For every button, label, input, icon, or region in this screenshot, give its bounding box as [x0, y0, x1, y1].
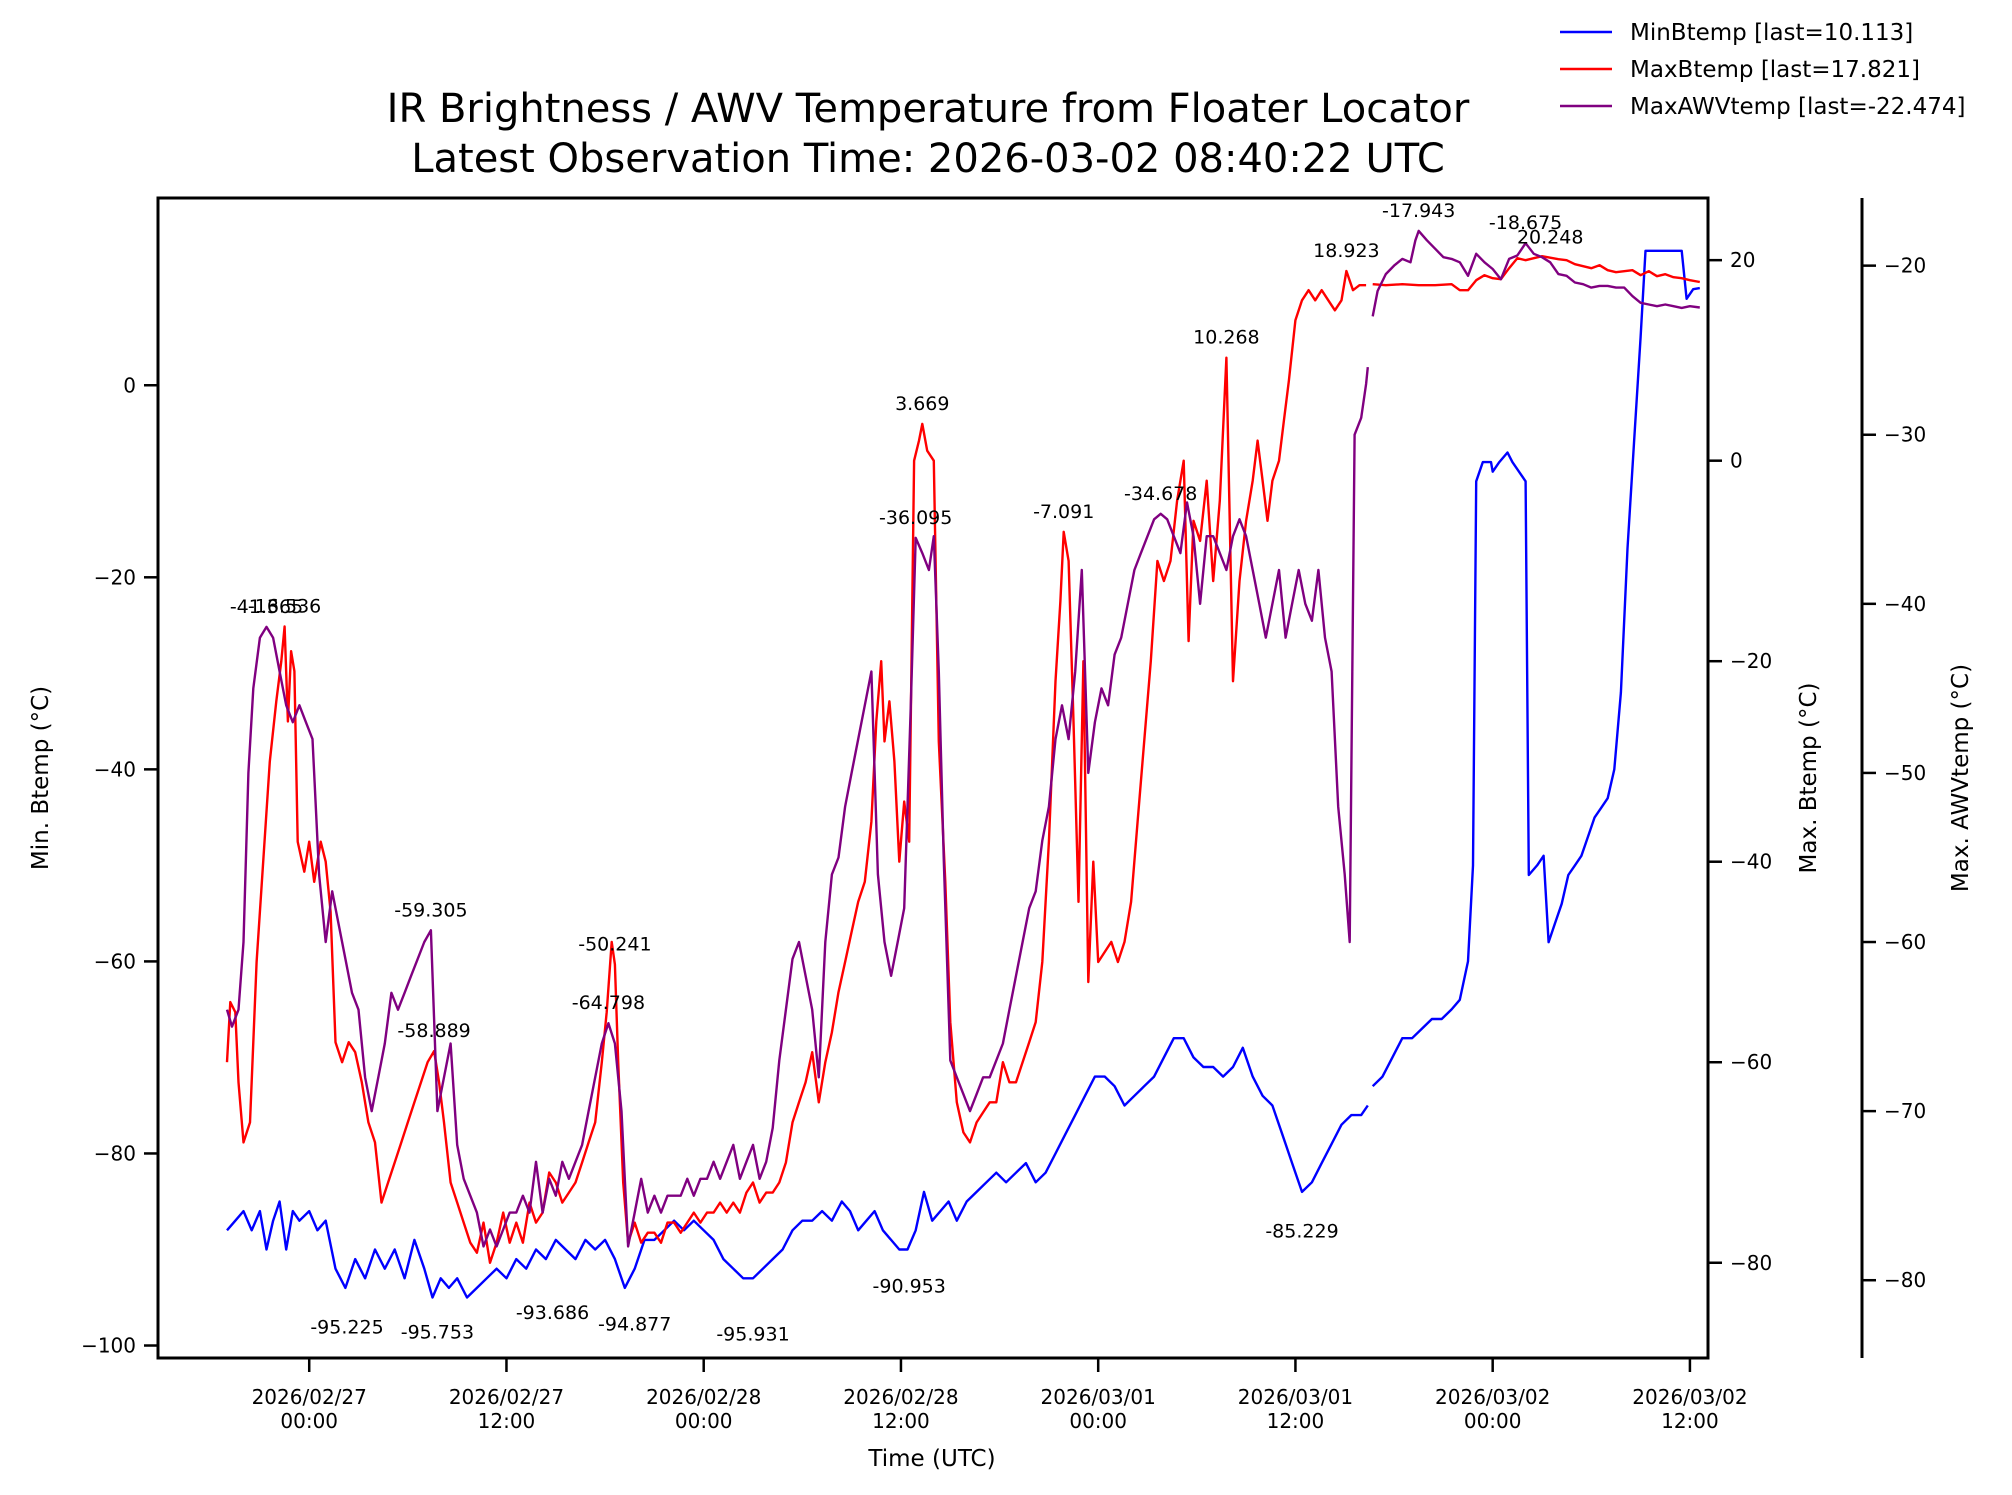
- x-tick-label-time: 00:00: [675, 1409, 733, 1433]
- y-tick-label-awv: −40: [1884, 592, 1926, 616]
- x-tick-label-time: 12:00: [478, 1409, 536, 1433]
- series-line-minbtemp-0: [226, 1036, 1369, 1299]
- x-tick-label-date: 2026/03/01: [1238, 1385, 1353, 1409]
- y-tick-label-max: −20: [1730, 649, 1772, 673]
- data-label-max: -50.241: [578, 933, 651, 955]
- x-tick-label-date: 2026/02/28: [843, 1385, 958, 1409]
- x-tick-label-time: 12:00: [1661, 1409, 1719, 1433]
- y-tick-label-awv: −60: [1884, 930, 1926, 954]
- y-tick-label-max: 20: [1730, 248, 1755, 272]
- x-tick-label-date: 2026/02/28: [646, 1385, 761, 1409]
- data-label-max: 10.268: [1193, 327, 1259, 349]
- data-label-awv: -64.798: [572, 992, 645, 1014]
- y-tick-label-awv: −30: [1884, 423, 1926, 447]
- legend-label-maxbtemp: MaxBtemp [last=17.821]: [1630, 57, 1920, 83]
- x-axis-label: Time (UTC): [867, 1446, 995, 1472]
- y-tick-label-awv: −20: [1884, 254, 1926, 278]
- y-tick-label-awv: −50: [1884, 761, 1926, 785]
- data-label-max: 20.248: [1517, 227, 1583, 249]
- y-axis-label-awv: Max. AWVtemp (°C): [1948, 664, 1974, 892]
- y-tick-label-max: −40: [1730, 850, 1772, 874]
- chart-subtitle: Latest Observation Time: 2026-03-02 08:4…: [411, 136, 1445, 182]
- x-axis-ticks: 2026/02/2700:002026/02/2712:002026/02/28…: [252, 1358, 1748, 1433]
- legend-label-maxawvtemp: MaxAWVtemp [last=-22.474]: [1630, 94, 1965, 120]
- y-axis-label-max: Max. Btemp (°C): [1796, 683, 1822, 874]
- data-label-min: -95.225: [310, 1317, 383, 1339]
- x-tick-label-date: 2026/02/27: [252, 1385, 367, 1409]
- y-tick-label-min: −60: [94, 949, 136, 973]
- x-tick-label-time: 12:00: [872, 1409, 930, 1433]
- y-tick-label-awv: −80: [1884, 1268, 1926, 1292]
- x-tick-label-time: 00:00: [280, 1409, 338, 1433]
- data-label-max: -58.889: [397, 1020, 470, 1042]
- series-line-maxbtemp-1: [1372, 255, 1701, 292]
- data-label-max: -16.536: [248, 596, 321, 618]
- y-tick-label-min: −80: [94, 1141, 136, 1165]
- data-label-min: -95.753: [401, 1322, 474, 1344]
- series-line-maxbtemp-0: [225, 269, 1367, 1265]
- series-line-minbtemp-1: [1371, 249, 1700, 1088]
- x-tick-label-time: 12:00: [1267, 1409, 1325, 1433]
- y-axis-label-min: Min. Btemp (°C): [28, 686, 54, 870]
- data-label-max: 18.923: [1313, 240, 1379, 262]
- x-tick-label-date: 2026/03/01: [1041, 1385, 1156, 1409]
- x-tick-label-time: 00:00: [1464, 1409, 1522, 1433]
- legend: MinBtemp [last=10.113] MaxBtemp [last=17…: [1560, 20, 1965, 120]
- x-tick-label-date: 2026/03/02: [1435, 1385, 1550, 1409]
- data-label-awv: -36.095: [879, 507, 952, 529]
- data-label-awv: -17.943: [1382, 200, 1455, 222]
- data-label-awv: -18.675: [1489, 212, 1562, 234]
- y-tick-label-min: −100: [81, 1334, 136, 1358]
- data-label-awv: -34.678: [1124, 483, 1197, 505]
- series-layer: [225, 229, 1701, 1299]
- legend-label-minbtemp: MinBtemp [last=10.113]: [1630, 20, 1913, 46]
- y-axis-ticks: 0 −20 −40 −60 −80 −100 20 0 −20 −40 −60 −80 −20 −30 −4…: [81, 248, 1926, 1357]
- y-tick-label-min: 0: [123, 373, 136, 397]
- data-label-max: -7.091: [1033, 501, 1094, 523]
- series-line-maxawvtemp-1: [1371, 229, 1700, 317]
- data-label-min: -90.953: [873, 1276, 946, 1298]
- data-label-max: 3.669: [895, 393, 949, 415]
- y-tick-label-max: −60: [1730, 1050, 1772, 1074]
- y-tick-label-max: 0: [1730, 449, 1743, 473]
- data-label-awv: -41.365: [230, 596, 303, 618]
- data-label-min: -95.931: [716, 1323, 789, 1345]
- x-tick-label-time: 00:00: [1069, 1409, 1127, 1433]
- data-label-min: -93.686: [516, 1302, 589, 1324]
- data-label-min: -85.229: [1265, 1221, 1338, 1243]
- y-tick-label-min: −40: [94, 757, 136, 781]
- data-label-min: -94.877: [598, 1313, 671, 1335]
- y-tick-label-max: −80: [1730, 1251, 1772, 1275]
- plot-frame: [156, 196, 1710, 1360]
- annotation-layer: -16.536-41.365 -59.305 -58.889 -50.241 -64.7…: [230, 200, 1584, 1346]
- y-tick-label-min: −20: [94, 565, 136, 589]
- series-line-maxawvtemp-0: [225, 366, 1369, 1248]
- x-tick-label-date: 2026/03/02: [1632, 1385, 1747, 1409]
- chart-title: IR Brightness / AWV Temperature from Flo…: [387, 86, 1470, 132]
- y-tick-label-awv: −70: [1884, 1099, 1926, 1123]
- x-tick-label-date: 2026/02/27: [449, 1385, 564, 1409]
- data-label-awv: -59.305: [394, 899, 467, 921]
